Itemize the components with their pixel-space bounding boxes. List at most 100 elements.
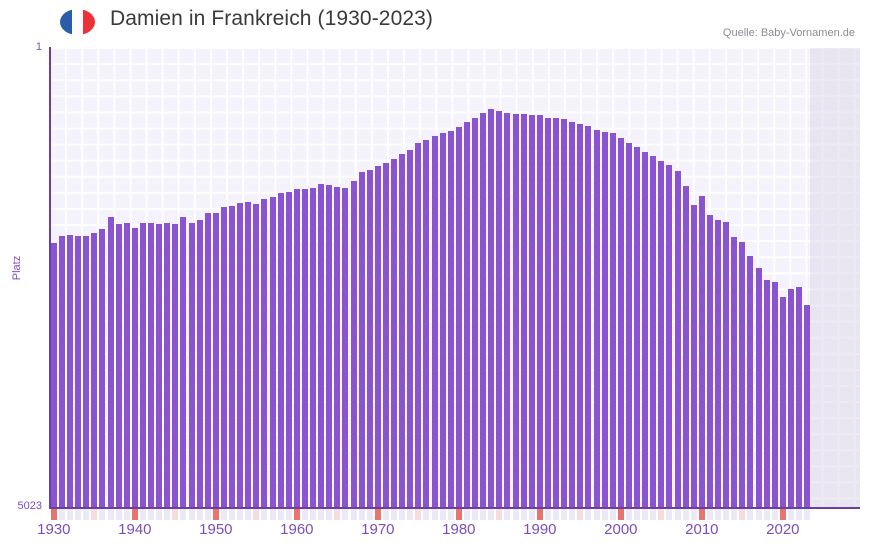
bar-2015[interactable] bbox=[739, 242, 746, 508]
bar-2013[interactable] bbox=[723, 222, 730, 508]
bar-1958[interactable] bbox=[277, 193, 284, 508]
x-tick-empty-1958 bbox=[277, 509, 284, 520]
bar-1949[interactable] bbox=[204, 213, 211, 508]
bar-1960[interactable] bbox=[293, 189, 300, 508]
bar-1973[interactable] bbox=[399, 154, 406, 508]
bar-2014[interactable] bbox=[731, 237, 738, 508]
bar-2009[interactable] bbox=[690, 205, 697, 508]
bar-1938[interactable] bbox=[115, 224, 122, 508]
bar-2003[interactable] bbox=[642, 152, 649, 508]
bar-2010[interactable] bbox=[698, 196, 705, 508]
bar-2016[interactable] bbox=[747, 256, 754, 508]
bar-1956[interactable] bbox=[261, 199, 268, 508]
bar-1957[interactable] bbox=[269, 197, 276, 508]
bar-1999[interactable] bbox=[609, 133, 616, 508]
bar-1970[interactable] bbox=[374, 166, 381, 508]
bar-1998[interactable] bbox=[601, 132, 608, 508]
bar-1996[interactable] bbox=[585, 126, 592, 508]
bar-1985[interactable] bbox=[496, 111, 503, 508]
bar-1933[interactable] bbox=[75, 236, 82, 508]
bar-1988[interactable] bbox=[520, 114, 527, 508]
bar-1959[interactable] bbox=[285, 192, 292, 508]
bar-2021[interactable] bbox=[787, 289, 794, 508]
bar-2008[interactable] bbox=[682, 186, 689, 508]
bar-2022[interactable] bbox=[796, 287, 803, 508]
bar-1961[interactable] bbox=[301, 189, 308, 508]
bar-2000[interactable] bbox=[617, 138, 624, 508]
bar-1932[interactable] bbox=[67, 235, 74, 508]
bar-1942[interactable] bbox=[148, 223, 155, 508]
bar-1946[interactable] bbox=[180, 217, 187, 508]
bar-1981[interactable] bbox=[463, 122, 470, 508]
bar-1987[interactable] bbox=[512, 114, 519, 508]
bar-1966[interactable] bbox=[342, 188, 349, 508]
bar-1991[interactable] bbox=[544, 118, 551, 508]
bar-2019[interactable] bbox=[771, 282, 778, 508]
bar-1947[interactable] bbox=[188, 223, 195, 508]
bar-1950[interactable] bbox=[212, 213, 219, 508]
bar-2005[interactable] bbox=[658, 161, 665, 508]
bar-1940[interactable] bbox=[131, 228, 138, 508]
bar-1980[interactable] bbox=[455, 127, 462, 508]
bar-1995[interactable] bbox=[577, 124, 584, 508]
bar-2020[interactable] bbox=[779, 297, 786, 508]
bar-1952[interactable] bbox=[229, 206, 236, 508]
bar-1945[interactable] bbox=[172, 224, 179, 508]
bar-1965[interactable] bbox=[334, 187, 341, 508]
bar-2023[interactable] bbox=[804, 305, 811, 508]
x-tick-empty-1954 bbox=[245, 509, 252, 520]
bar-2018[interactable] bbox=[763, 280, 770, 508]
bar-1954[interactable] bbox=[245, 202, 252, 508]
bar-1930[interactable] bbox=[50, 243, 57, 508]
bar-2017[interactable] bbox=[755, 268, 762, 508]
bar-2012[interactable] bbox=[715, 220, 722, 508]
bar-1951[interactable] bbox=[220, 207, 227, 508]
bar-2004[interactable] bbox=[650, 156, 657, 508]
bar-1934[interactable] bbox=[83, 236, 90, 508]
bar-1967[interactable] bbox=[350, 181, 357, 508]
bar-2006[interactable] bbox=[666, 165, 673, 508]
bar-1986[interactable] bbox=[504, 113, 511, 508]
bar-2011[interactable] bbox=[706, 215, 713, 508]
bar-1972[interactable] bbox=[391, 159, 398, 508]
x-tick-empty-1966 bbox=[342, 509, 349, 520]
bar-1978[interactable] bbox=[439, 133, 446, 508]
bar-1994[interactable] bbox=[569, 122, 576, 508]
bar-1939[interactable] bbox=[123, 223, 130, 508]
bar-1944[interactable] bbox=[164, 223, 171, 508]
bar-1975[interactable] bbox=[415, 143, 422, 508]
bar-1979[interactable] bbox=[447, 131, 454, 508]
bar-1982[interactable] bbox=[472, 118, 479, 508]
x-tick-empty-1993 bbox=[561, 509, 568, 520]
bar-1943[interactable] bbox=[156, 224, 163, 508]
bar-1997[interactable] bbox=[593, 130, 600, 508]
bar-1936[interactable] bbox=[99, 229, 106, 508]
bar-2007[interactable] bbox=[674, 171, 681, 508]
bar-1955[interactable] bbox=[253, 204, 260, 508]
bar-1989[interactable] bbox=[528, 115, 535, 508]
bar-1971[interactable] bbox=[382, 163, 389, 508]
bar-1964[interactable] bbox=[326, 185, 333, 508]
bar-1993[interactable] bbox=[561, 119, 568, 508]
bar-1931[interactable] bbox=[58, 236, 65, 508]
bar-1969[interactable] bbox=[366, 170, 373, 508]
bar-2002[interactable] bbox=[634, 147, 641, 508]
bar-2001[interactable] bbox=[625, 143, 632, 508]
bar-1983[interactable] bbox=[480, 113, 487, 508]
bar-1990[interactable] bbox=[536, 115, 543, 508]
bar-1941[interactable] bbox=[139, 223, 146, 508]
bar-1974[interactable] bbox=[407, 150, 414, 508]
x-tick-empty-1964 bbox=[326, 509, 333, 520]
bar-1937[interactable] bbox=[107, 217, 114, 508]
bar-1968[interactable] bbox=[358, 172, 365, 508]
bar-1992[interactable] bbox=[553, 118, 560, 508]
bar-1953[interactable] bbox=[237, 203, 244, 508]
bar-1976[interactable] bbox=[423, 140, 430, 508]
x-tick-empty-2017 bbox=[755, 509, 762, 520]
bar-1935[interactable] bbox=[91, 233, 98, 508]
bar-1984[interactable] bbox=[488, 109, 495, 508]
bar-1977[interactable] bbox=[431, 136, 438, 508]
bar-1962[interactable] bbox=[310, 188, 317, 508]
bar-1948[interactable] bbox=[196, 220, 203, 508]
bar-1963[interactable] bbox=[318, 184, 325, 508]
